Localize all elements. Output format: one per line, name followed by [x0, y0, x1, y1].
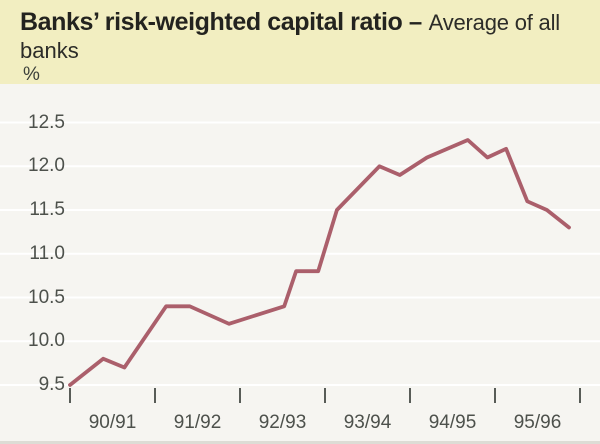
y-axis-tick-label: 11.5: [29, 199, 65, 220]
capital-ratio-line: [68, 138, 571, 387]
chart-title-main: Banks’ risk-weighted capital ratio: [20, 8, 403, 36]
chart-header: Banks’ risk-weighted capital ratio – Ave…: [0, 0, 600, 85]
x-axis-tick-label: 90/91: [88, 412, 137, 433]
x-axis-tick-label: 94/95: [428, 412, 477, 433]
y-axis-tick-label: 9.5: [38, 374, 65, 395]
x-axis-tick-label: 95/96: [513, 412, 562, 433]
scan-edge-shadow: [0, 441, 600, 444]
chart-title-line: Banks’ risk-weighted capital ratio – Ave…: [20, 9, 584, 39]
y-axis-unit-label: %: [23, 64, 40, 85]
y-axis-tick-label: 10.5: [28, 286, 65, 308]
chart-title-wrap: banks: [20, 38, 79, 63]
y-axis-tick-label: 12.0: [28, 155, 65, 177]
y-axis-tick-label: 12.5: [28, 111, 65, 133]
y-axis-tick-label: 10.0: [28, 330, 65, 352]
title-dash: –: [408, 9, 423, 36]
x-axis-tick-label: 91/92: [173, 412, 222, 433]
x-axis-tick-label: 93/94: [343, 412, 392, 433]
x-axis-tick-label: 92/93: [258, 412, 307, 433]
y-axis-tick-label: 11.0: [29, 242, 65, 264]
chart-subtitle: Average of all: [428, 10, 561, 35]
